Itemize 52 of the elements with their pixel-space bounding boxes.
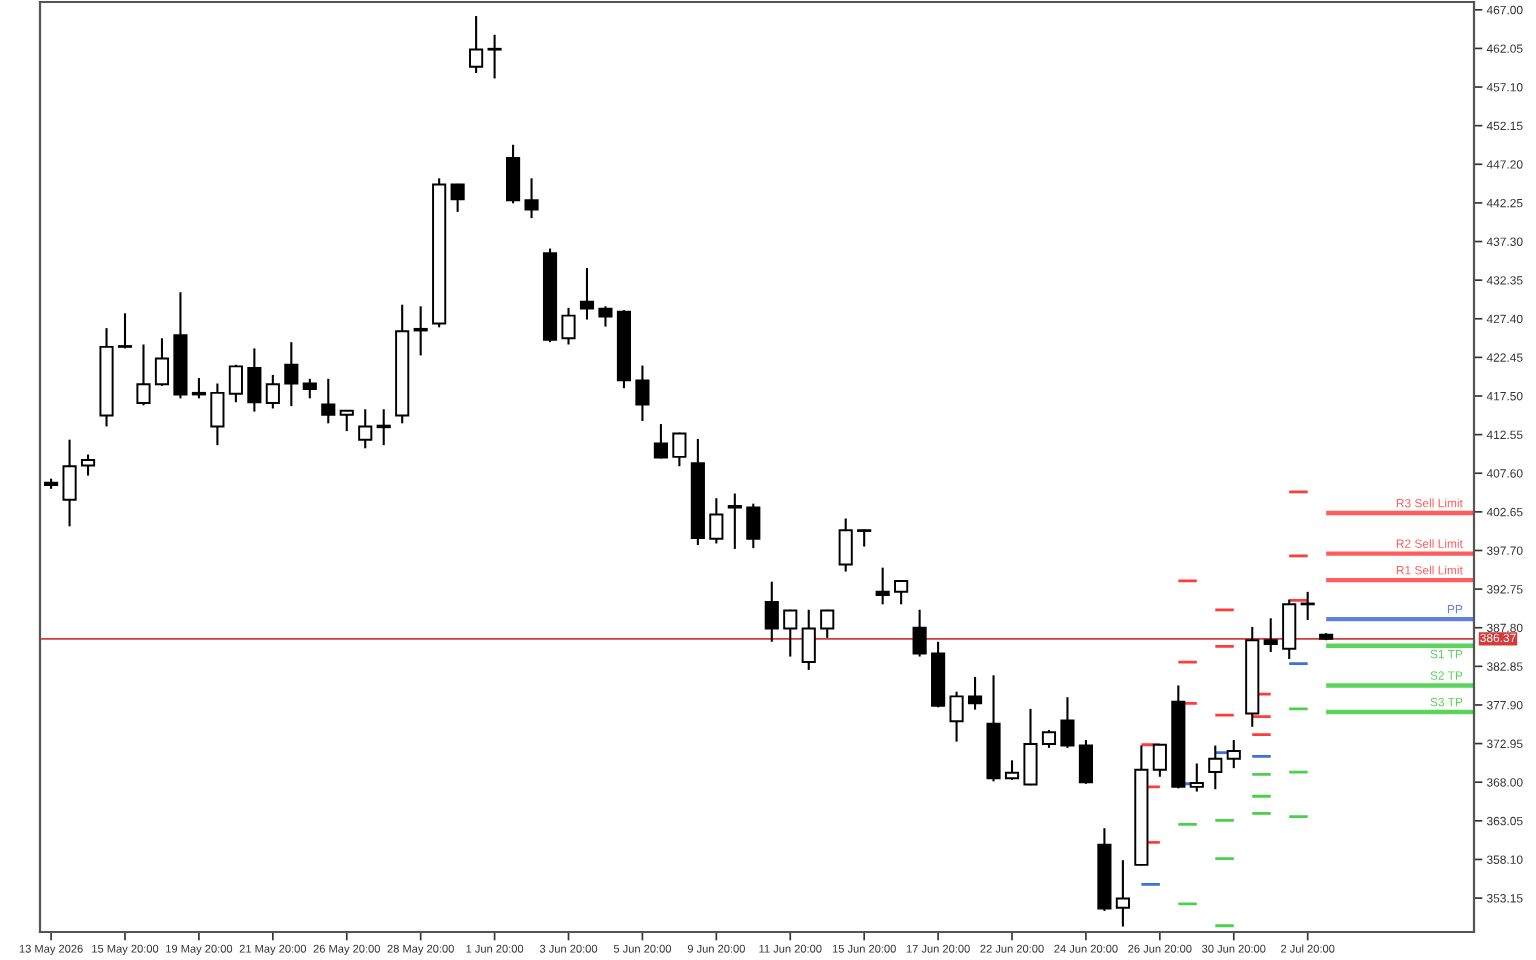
candlestick bbox=[653, 423, 668, 460]
candlestick bbox=[284, 341, 299, 408]
candlestick bbox=[358, 408, 373, 450]
candlestick bbox=[801, 608, 816, 671]
candlestick bbox=[1078, 739, 1093, 785]
candlestick bbox=[1263, 617, 1278, 653]
candlestick bbox=[875, 566, 890, 606]
candlestick bbox=[1226, 739, 1241, 770]
candlestick bbox=[469, 15, 484, 75]
candlestick bbox=[967, 675, 983, 711]
candlestick bbox=[80, 453, 96, 477]
candlestick bbox=[709, 497, 724, 545]
candlestick bbox=[191, 377, 206, 400]
candlestick bbox=[672, 431, 687, 468]
candlestick bbox=[413, 305, 428, 357]
candlestick bbox=[598, 305, 613, 328]
candlestick bbox=[62, 438, 77, 528]
candlestick bbox=[912, 608, 927, 658]
candlestick bbox=[949, 690, 964, 743]
candlestick bbox=[579, 267, 595, 321]
candlestick bbox=[1060, 696, 1075, 749]
candlestick bbox=[1004, 759, 1020, 781]
candlestick bbox=[1282, 598, 1297, 660]
candlestick bbox=[265, 373, 280, 410]
candlestick bbox=[894, 579, 909, 606]
candlestick bbox=[1115, 859, 1130, 928]
candlestick bbox=[302, 377, 317, 400]
candlestick bbox=[838, 517, 853, 573]
candlestick bbox=[764, 580, 779, 643]
candlestick bbox=[487, 33, 502, 80]
candlestick bbox=[1208, 744, 1223, 791]
candlestick bbox=[727, 492, 742, 550]
candlestick bbox=[524, 177, 539, 220]
candlestick bbox=[321, 377, 336, 425]
candlestick bbox=[117, 312, 133, 350]
candlestick bbox=[210, 382, 225, 447]
candlestick bbox=[450, 182, 465, 213]
candlestick bbox=[1189, 762, 1204, 793]
candlestick bbox=[1023, 707, 1038, 787]
candlestick bbox=[746, 502, 761, 550]
candlestick bbox=[1152, 742, 1167, 778]
candlestick bbox=[376, 408, 391, 447]
candlestick bbox=[154, 337, 170, 387]
candlestick bbox=[247, 347, 262, 413]
candlestick bbox=[561, 306, 576, 346]
candlestick bbox=[506, 143, 521, 205]
candlestick bbox=[820, 608, 835, 639]
candlestick bbox=[783, 608, 798, 658]
candlestick bbox=[136, 343, 151, 407]
candlestick bbox=[635, 364, 650, 423]
candlestick bbox=[339, 409, 354, 433]
candlestick bbox=[228, 363, 243, 404]
